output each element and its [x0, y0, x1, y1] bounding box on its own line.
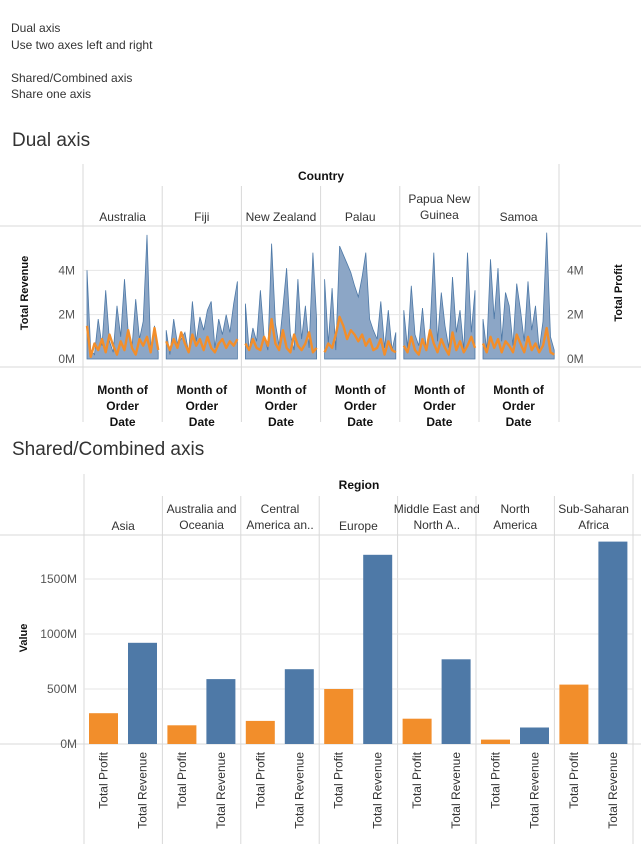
measure-label: Total Revenue: [606, 752, 620, 829]
revenue-bar: [520, 727, 549, 744]
intro-line-2: Use two axes left and right: [11, 37, 153, 52]
x-axis-label: Order: [344, 399, 377, 413]
x-axis-label: Order: [185, 399, 218, 413]
intro-line-4: Share one axis: [11, 87, 92, 101]
region-label: America an..: [246, 518, 313, 532]
profit-bar: [89, 713, 118, 744]
region-label: Central: [261, 502, 300, 516]
x-axis-label: Month of: [493, 383, 545, 397]
y-axis-tick: 0M: [60, 737, 77, 751]
profit-line: [481, 326, 555, 356]
right-axis-tick: 0M: [567, 352, 584, 366]
measure-label: Total Revenue: [292, 752, 306, 829]
region-label: America: [493, 518, 537, 532]
dual-axis-title: Dual axis: [12, 130, 91, 151]
revenue-bar: [284, 669, 314, 744]
right-axis-title: Total Profit: [613, 264, 625, 322]
dual-axis-chart: Country Australia Fiji New Zealand Palau Papu…: [0, 164, 641, 429]
revenue-bar: [441, 659, 471, 744]
region-label: Europe: [339, 519, 378, 533]
intro-line-1: Dual axis: [11, 21, 61, 35]
x-axis-label: Month of: [97, 383, 149, 397]
measure-label: Total Profit: [332, 751, 346, 808]
country-label: Palau: [345, 210, 376, 224]
intro-text: Dual axis Use two axes left and right Sh…: [11, 20, 152, 103]
region-label: Oceania: [179, 518, 224, 532]
revenue-bar: [363, 554, 393, 744]
profit-line: [402, 329, 477, 356]
x-axis-label: Date: [268, 415, 294, 429]
region-label: Sub-Saharan: [558, 502, 629, 516]
y-axis-tick: 1000M: [40, 627, 77, 641]
profit-bar: [402, 718, 432, 744]
measure-label: Total Profit: [489, 751, 503, 808]
profit-line: [165, 331, 239, 354]
revenue-bar: [598, 541, 628, 744]
right-axis-tick: 4M: [567, 263, 584, 277]
revenue-bar: [128, 642, 157, 744]
profit-bar: [324, 689, 354, 744]
revenue-bar: [206, 679, 236, 744]
revenue-area: [482, 232, 555, 360]
x-axis-label: Month of: [335, 383, 387, 397]
profit-line: [244, 317, 318, 354]
y-axis-title: Value: [18, 624, 30, 653]
y-axis-tick: 500M: [47, 682, 77, 696]
x-axis-label: Date: [189, 415, 215, 429]
measure-label: Total Revenue: [214, 752, 228, 829]
left-axis-tick: 2M: [58, 308, 75, 322]
x-axis-label: Date: [506, 415, 532, 429]
combined-axis-title: Shared/Combined axis: [12, 439, 205, 460]
country-label: Fiji: [194, 210, 209, 224]
measure-label: Total Profit: [567, 751, 581, 808]
x-axis-label: Date: [347, 415, 373, 429]
revenue-area: [324, 245, 397, 360]
country-label: Australia: [99, 210, 146, 224]
x-axis-label: Month of: [256, 383, 308, 397]
x-axis-label: Order: [502, 399, 535, 413]
measure-label: Total Revenue: [528, 752, 542, 829]
measure-label: Total Profit: [175, 751, 189, 808]
measure-label: Total Profit: [410, 751, 424, 808]
country-label: Guinea: [420, 208, 459, 222]
region-label: North: [501, 502, 530, 516]
facet-header: Region: [339, 478, 380, 492]
region-label: Middle East and: [394, 502, 480, 516]
left-axis-tick: 0M: [58, 352, 75, 366]
x-axis-label: Date: [426, 415, 452, 429]
measure-label: Total Profit: [97, 751, 111, 808]
x-axis-label: Date: [110, 415, 136, 429]
profit-bar: [481, 739, 510, 744]
right-axis-tick: 2M: [567, 308, 584, 322]
country-label: New Zealand: [246, 210, 317, 224]
x-axis-label: Month of: [176, 383, 228, 397]
profit-bar: [167, 725, 197, 744]
revenue-area: [245, 243, 317, 360]
measure-label: Total Revenue: [371, 752, 385, 829]
measure-label: Total Profit: [253, 751, 267, 808]
profit-line: [323, 315, 397, 356]
profit-bar: [559, 684, 589, 744]
region-label: North A..: [413, 518, 460, 532]
revenue-area: [403, 252, 476, 360]
x-axis-label: Order: [106, 399, 139, 413]
facet-header: Country: [298, 169, 344, 183]
combined-axis-chart: Region Asia Australia and Oceania Central Ame…: [0, 474, 641, 844]
x-axis-label: Order: [265, 399, 298, 413]
x-axis-label: Order: [423, 399, 456, 413]
country-label: Samoa: [500, 210, 538, 224]
profit-line: [85, 325, 160, 358]
left-axis-title: Total Revenue: [19, 256, 31, 330]
region-label: Australia and: [167, 502, 237, 516]
region-label: Asia: [112, 519, 136, 533]
region-label: Africa: [578, 518, 609, 532]
country-label: Papua New: [408, 192, 470, 206]
intro-line-3: Shared/Combined axis: [11, 70, 133, 85]
measure-label: Total Revenue: [449, 752, 463, 829]
left-axis-tick: 4M: [58, 263, 75, 277]
measure-label: Total Revenue: [136, 752, 150, 829]
profit-bar: [245, 720, 275, 744]
x-axis-label: Month of: [414, 383, 466, 397]
y-axis-tick: 1500M: [40, 572, 77, 586]
